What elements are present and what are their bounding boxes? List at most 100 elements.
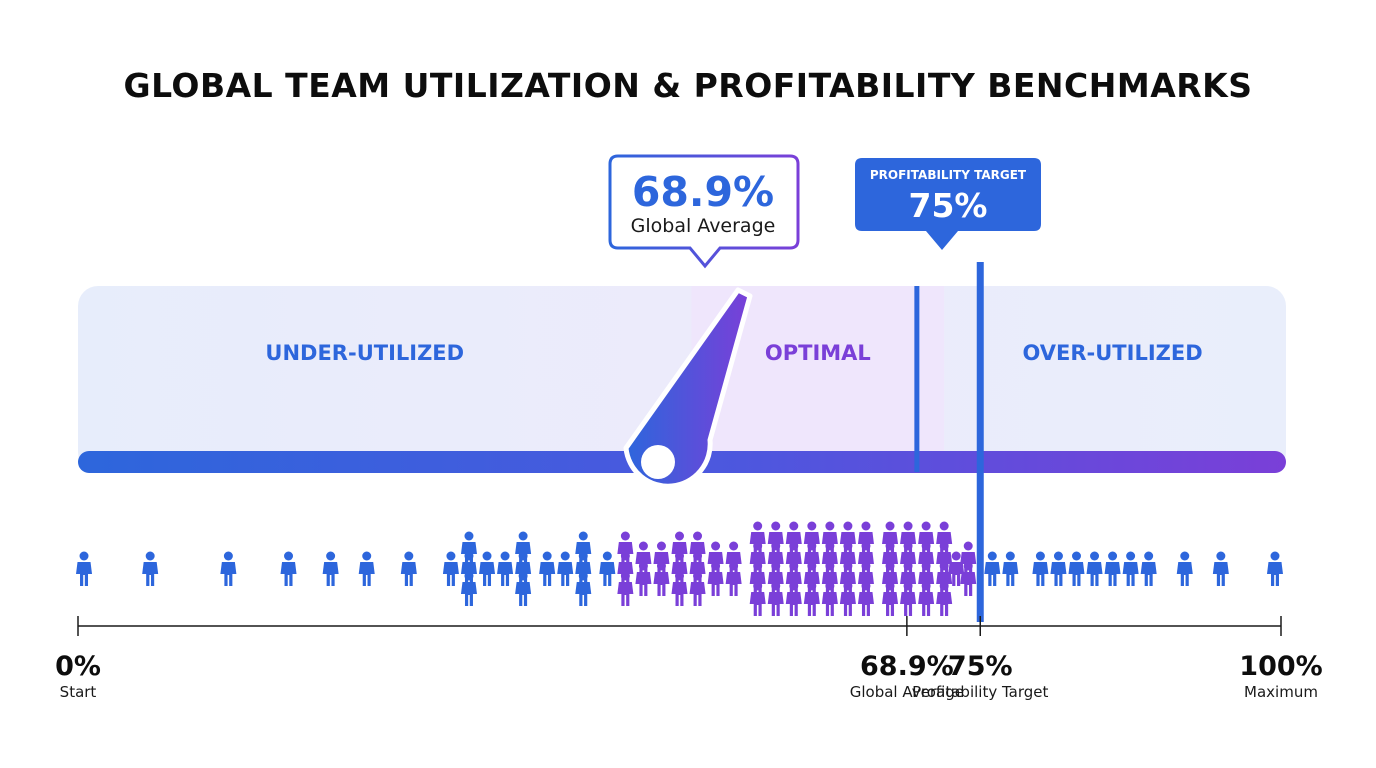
people-distribution bbox=[76, 521, 1283, 616]
person-icon bbox=[220, 551, 237, 586]
person-icon bbox=[821, 541, 838, 576]
person-icon bbox=[936, 581, 953, 616]
person-icon bbox=[803, 541, 820, 576]
person-icon bbox=[617, 551, 634, 586]
person-icon bbox=[442, 551, 459, 586]
person-icon bbox=[918, 581, 935, 616]
person-icon bbox=[882, 541, 899, 576]
person-icon bbox=[900, 541, 917, 576]
person-icon bbox=[882, 561, 899, 596]
person-icon bbox=[918, 561, 935, 596]
person-icon bbox=[918, 541, 935, 576]
person-icon bbox=[1266, 551, 1283, 586]
person-icon bbox=[689, 531, 706, 566]
person-icon bbox=[839, 521, 856, 556]
target-callout-label: PROFITABILITY TARGET bbox=[870, 168, 1027, 182]
person-icon bbox=[460, 551, 477, 586]
person-icon bbox=[1032, 551, 1049, 586]
person-icon bbox=[575, 551, 592, 586]
person-icon bbox=[479, 551, 496, 586]
person-icon bbox=[803, 521, 820, 556]
person-icon bbox=[460, 531, 477, 566]
person-icon bbox=[575, 531, 592, 566]
person-icon bbox=[557, 551, 574, 586]
person-icon bbox=[900, 581, 917, 616]
person-icon bbox=[882, 581, 899, 616]
person-icon bbox=[803, 581, 820, 616]
person-icon bbox=[707, 541, 724, 576]
person-icon bbox=[322, 551, 339, 586]
person-icon bbox=[400, 551, 417, 586]
person-icon bbox=[671, 531, 688, 566]
average-callout-value: 68.9% bbox=[632, 168, 774, 216]
average-callout-label: Global Average bbox=[631, 215, 776, 237]
person-icon bbox=[635, 541, 652, 576]
person-icon bbox=[749, 541, 766, 576]
person-icon bbox=[857, 561, 874, 596]
person-icon bbox=[707, 561, 724, 596]
zone-label-over-utilized: OVER-UTILIZED bbox=[1022, 341, 1202, 365]
person-icon bbox=[599, 551, 616, 586]
person-icon bbox=[635, 561, 652, 596]
person-icon bbox=[725, 541, 742, 576]
person-icon bbox=[749, 561, 766, 596]
person-icon bbox=[1002, 551, 1019, 586]
person-icon bbox=[515, 551, 532, 586]
person-icon bbox=[1068, 551, 1085, 586]
person-icon bbox=[821, 561, 838, 596]
zone-label-optimal: OPTIMAL bbox=[765, 341, 871, 365]
person-icon bbox=[857, 581, 874, 616]
x-tick-label: 0% bbox=[55, 651, 101, 682]
person-icon bbox=[689, 551, 706, 586]
person-icon bbox=[1176, 551, 1193, 586]
person-icon bbox=[785, 581, 802, 616]
x-tick-label: 68.9% bbox=[860, 651, 954, 682]
x-tick-sublabel: Start bbox=[60, 683, 97, 701]
x-tick-label: 100% bbox=[1239, 651, 1322, 682]
person-icon bbox=[803, 561, 820, 596]
person-icon bbox=[948, 551, 965, 586]
person-icon bbox=[839, 561, 856, 596]
person-icon bbox=[671, 551, 688, 586]
person-icon bbox=[76, 551, 93, 586]
person-icon bbox=[839, 541, 856, 576]
person-icon bbox=[1050, 551, 1067, 586]
person-icon bbox=[767, 521, 784, 556]
person-icon bbox=[280, 551, 297, 586]
person-icon bbox=[1140, 551, 1157, 586]
person-icon bbox=[142, 551, 159, 586]
zone-label-under-utilized: UNDER-UTILIZED bbox=[265, 341, 464, 365]
person-icon bbox=[617, 531, 634, 566]
person-icon bbox=[984, 551, 1001, 586]
person-icon bbox=[960, 561, 977, 596]
x-tick-sublabel: Profitability Target bbox=[912, 683, 1048, 701]
person-icon bbox=[839, 581, 856, 616]
person-icon bbox=[671, 571, 688, 606]
person-icon bbox=[749, 581, 766, 616]
person-icon bbox=[617, 571, 634, 606]
person-icon bbox=[918, 521, 935, 556]
person-icon bbox=[1212, 551, 1229, 586]
person-icon bbox=[460, 571, 477, 606]
person-icon bbox=[575, 571, 592, 606]
person-icon bbox=[497, 551, 514, 586]
person-icon bbox=[1104, 551, 1121, 586]
person-icon bbox=[539, 551, 556, 586]
average-callout: 68.9% Global Average bbox=[608, 154, 800, 269]
target-callout-value: 75% bbox=[909, 186, 988, 225]
person-icon bbox=[1122, 551, 1139, 586]
person-icon bbox=[689, 571, 706, 606]
person-icon bbox=[785, 521, 802, 556]
gauge-needle bbox=[623, 287, 753, 489]
person-icon bbox=[515, 531, 532, 566]
x-tick-label: 75% bbox=[948, 651, 1013, 682]
person-icon bbox=[821, 521, 838, 556]
person-icon bbox=[358, 551, 375, 586]
person-icon bbox=[936, 521, 953, 556]
person-icon bbox=[515, 571, 532, 606]
person-icon bbox=[857, 521, 874, 556]
person-icon bbox=[785, 561, 802, 596]
x-axis-ticks: 0%Start 68.9%Global Average75%Profitabili… bbox=[55, 616, 1323, 701]
x-tick-sublabel: Maximum bbox=[1244, 683, 1318, 701]
